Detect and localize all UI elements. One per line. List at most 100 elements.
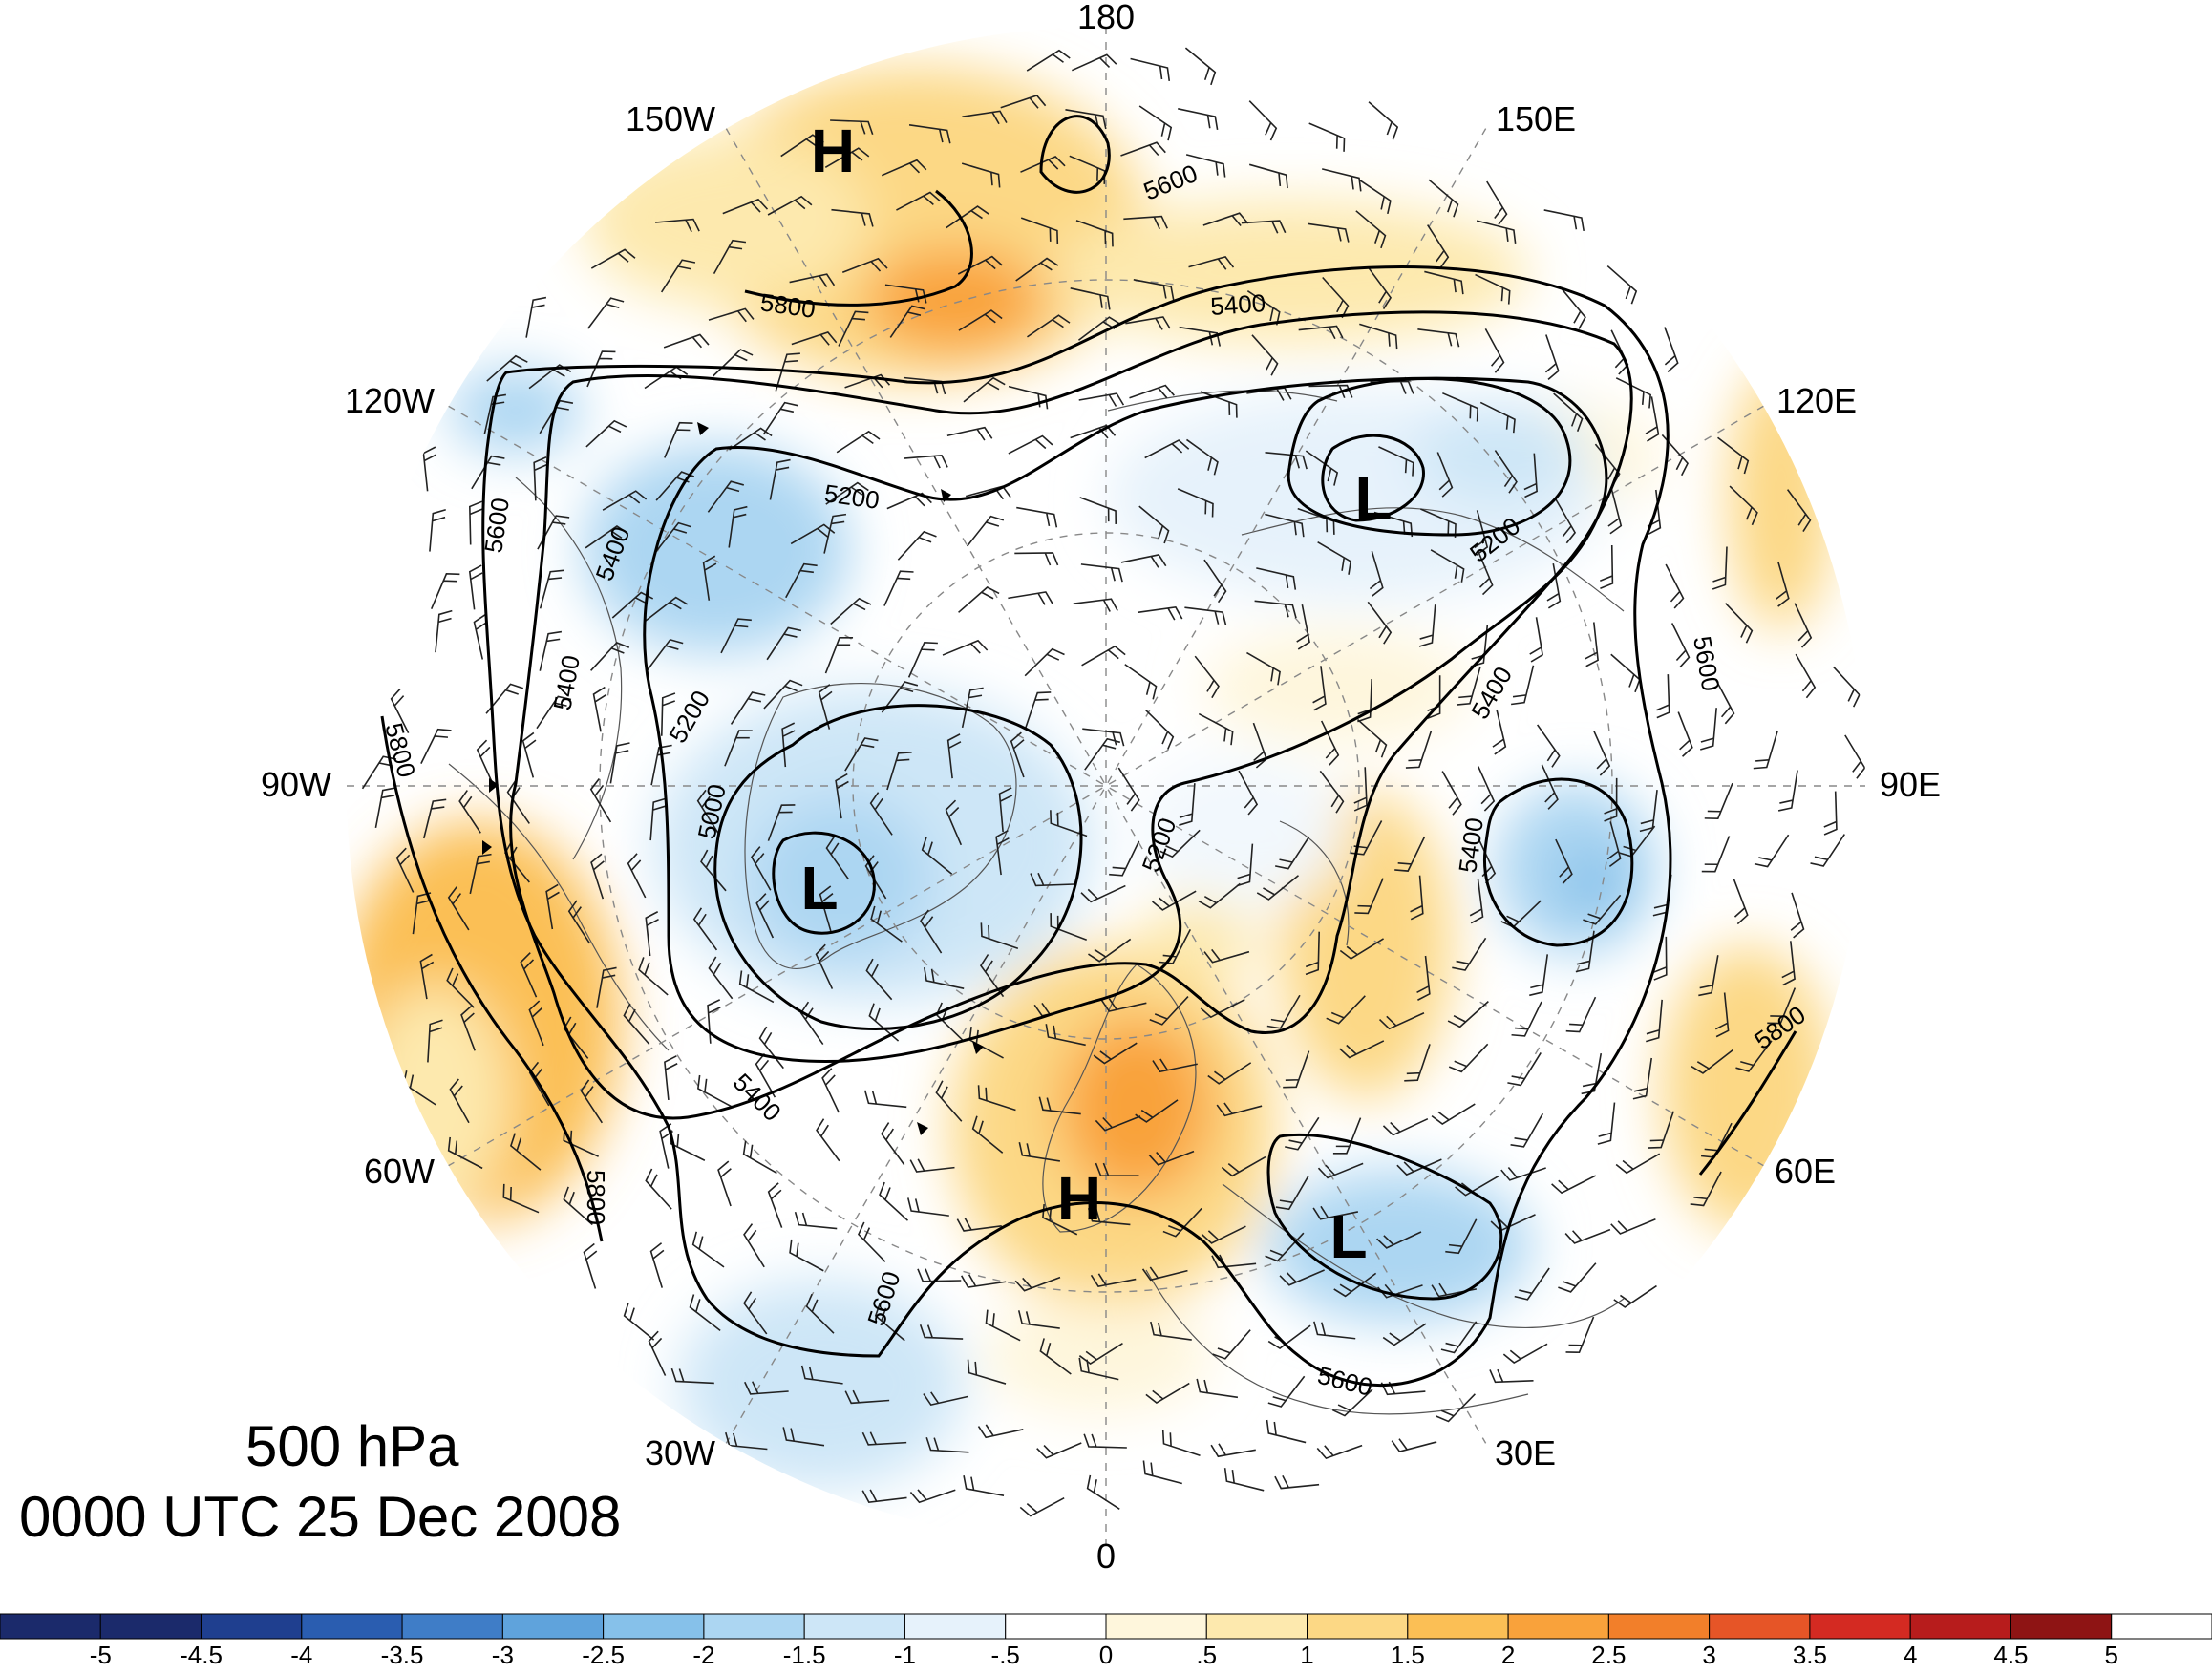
wind-barb [435, 609, 453, 653]
wind-barb [1313, 1321, 1356, 1340]
wind-barb [645, 911, 659, 957]
wind-barb [744, 1381, 789, 1395]
wind-barb [1179, 783, 1196, 826]
wind-barb [1701, 836, 1731, 873]
wind-barb [1781, 941, 1796, 986]
wind-barb [1008, 385, 1049, 410]
wind-barb [469, 853, 492, 895]
wind-barb [861, 1489, 907, 1503]
contour-5800-e [1698, 1030, 1797, 1176]
contour-label: 5800 [582, 1170, 610, 1225]
wind-barb [844, 737, 879, 772]
wind-barb [1088, 938, 1132, 963]
wind-barb [1148, 1150, 1195, 1166]
wind-barb [1537, 724, 1561, 768]
wind-barb [825, 836, 850, 880]
colorbar-swatch [2010, 1613, 2113, 1640]
wind-barb [1436, 1393, 1476, 1423]
wind-barb [1178, 108, 1219, 131]
wind-barb [1431, 1103, 1476, 1126]
colorbar-tick-label: -5 [89, 1641, 112, 1669]
wind-barb [755, 1052, 776, 1098]
wind-barb [528, 364, 572, 390]
wind-barb [374, 787, 396, 829]
wind-barb [1050, 810, 1088, 837]
wind-barb [713, 239, 747, 275]
wind-barb [1203, 948, 1250, 964]
wind-barb [775, 352, 800, 392]
wind-barb [1087, 1208, 1131, 1226]
wind-barb [1610, 1218, 1656, 1235]
coastlines [448, 390, 1625, 1415]
wind-barb [1704, 782, 1733, 819]
valid-time: 0000 UTC 25 Dec 2008 [19, 1485, 622, 1549]
wind-barb [946, 426, 993, 441]
wind-barb [423, 798, 447, 839]
wind-barb [1555, 498, 1577, 544]
wind-barb [509, 1133, 542, 1171]
wind-barb [664, 1055, 678, 1101]
wind-barb [743, 1223, 765, 1268]
colorbar-tick-label: -1.5 [782, 1641, 826, 1669]
colorbar-swatch [99, 1613, 202, 1640]
wind-barb [1486, 180, 1508, 225]
wind-barb [670, 1367, 714, 1385]
wind-barb [1339, 1040, 1385, 1059]
wind-barb [863, 1090, 907, 1109]
wind-barb [1436, 452, 1454, 498]
wind-barb [1321, 168, 1362, 192]
wind-barb [1254, 600, 1297, 619]
wind-barb [1456, 667, 1481, 706]
wind-barb [1198, 712, 1234, 746]
colorbar-swatch [501, 1613, 605, 1640]
wind-barb [563, 1186, 593, 1226]
wind-barb [567, 900, 591, 944]
wind-barb [1083, 1433, 1127, 1449]
colorbar-swatch [703, 1613, 805, 1640]
wind-barb [1120, 554, 1167, 568]
wind-barb [967, 1359, 1007, 1385]
wind-barb [1810, 834, 1845, 867]
graticule [347, 27, 1865, 1545]
wind-barb [1212, 1329, 1251, 1360]
wind-barb [430, 573, 460, 609]
wind-barb [1184, 47, 1217, 86]
wind-barb [1198, 882, 1241, 909]
wind-barb [825, 481, 869, 505]
wind-barb [1026, 49, 1071, 72]
wind-barb [1100, 998, 1147, 1012]
wind-barb [700, 849, 727, 892]
wind-barb [1161, 1430, 1201, 1457]
wind-barb [896, 191, 941, 211]
wind-barb [780, 134, 824, 158]
wind-barb [886, 492, 932, 510]
wind-barb [738, 970, 775, 1004]
wind-barb [724, 730, 753, 767]
wind-barb [769, 458, 791, 500]
colorbar-tick-label: 2 [1500, 1641, 1516, 1669]
wind-barb [449, 1078, 470, 1124]
wind-barb [1177, 488, 1214, 518]
wind-barb [1712, 546, 1728, 590]
wind-barb [1474, 510, 1489, 556]
wind-barb [1223, 1468, 1265, 1492]
colorbar-swatch [1507, 1613, 1609, 1640]
wind-barb [743, 1291, 768, 1335]
wind-barb [1117, 767, 1140, 812]
contour-5000-inner [772, 831, 876, 935]
wind-barb [1775, 561, 1790, 607]
wind-barb [1405, 731, 1433, 769]
height-contours [380, 115, 1797, 1388]
wind-barb [1479, 401, 1516, 434]
wind-barb [917, 1268, 962, 1282]
wind-barb [1367, 266, 1393, 309]
wind-barb [1265, 452, 1308, 470]
wind-barb [427, 1019, 443, 1063]
wind-barb [691, 1231, 725, 1268]
wind-barb [1125, 316, 1171, 330]
wind-barb [1565, 1316, 1595, 1353]
wind-barb [1008, 591, 1053, 605]
wind-barb [1149, 995, 1189, 1026]
lon-label-90w: 90W [260, 765, 332, 804]
wind-barb [985, 1309, 1021, 1342]
